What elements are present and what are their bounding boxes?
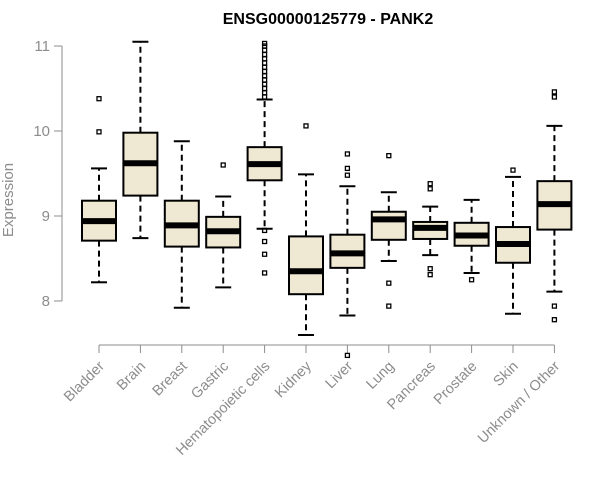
outlier-point [344,172,351,178]
box-group [453,198,490,283]
outlier-point [386,152,392,159]
outlier-point [261,270,268,276]
outlier-point [510,167,516,173]
box-iqr [288,235,324,296]
outlier-point [220,162,226,168]
y-tick-label: 10 [33,123,50,140]
x-tick-label: Prostate [431,359,480,408]
outlier-point [96,96,102,102]
outlier-point [261,60,268,66]
outlier-point [468,277,475,283]
y-axis-label: Expression [0,163,17,237]
outlier-point [261,73,268,79]
box-group [495,167,531,315]
outlier-point [551,317,558,323]
chart-title: ENSG00000125779 - PANK2 [223,11,434,28]
box-series [81,40,573,359]
box-iqr [370,210,407,241]
outlier-point [344,151,351,157]
outlier-point [261,90,268,96]
outlier-point [261,227,268,234]
outlier-point [261,68,268,75]
outlier-point [551,303,558,309]
outlier-point [427,271,433,278]
box-group [329,151,366,359]
outlier-point [344,352,351,359]
y-tick-label: 11 [34,38,50,55]
outlier-point [261,251,268,257]
box-group [205,162,242,289]
x-tick-label: Breast [150,359,191,400]
y-tick-label: 8 [42,293,50,310]
box-group [122,40,159,240]
x-tick-label: Brain [114,359,149,394]
outlier-point [386,303,392,309]
outlier-point [261,77,268,83]
outlier-point [427,181,433,187]
outlier-point [551,89,558,95]
outlier-point [551,94,558,100]
outlier-point [261,56,268,62]
x-tick-label: Skin [491,359,522,390]
outlier-point [344,165,351,172]
box-group [288,123,324,336]
outlier-point [261,238,268,245]
y-tick-label: 9 [42,208,50,225]
box-group [370,152,407,309]
x-tick-label: Kidney [272,358,315,401]
outlier-point [261,47,268,53]
x-tick-label: Bladder [61,358,108,405]
outlier-point [261,85,268,92]
box-group [536,89,573,323]
box-group [246,40,283,276]
outlier-point [427,266,433,272]
x-tick-label: Lung [363,359,397,393]
y-axis: 8 9 10 11 [33,38,63,310]
outlier-point [261,51,268,58]
outlier-point [427,186,433,192]
box-group [412,181,449,278]
box-group [81,96,117,284]
outlier-point [96,129,102,135]
outlier-point [261,81,268,87]
outlier-point [303,123,309,129]
outlier-point [261,64,268,70]
x-tick-label: Liver [323,358,357,392]
outlier-point [386,280,392,286]
outlier-point [261,40,268,47]
outlier-point [261,94,268,100]
box-group [163,140,200,309]
